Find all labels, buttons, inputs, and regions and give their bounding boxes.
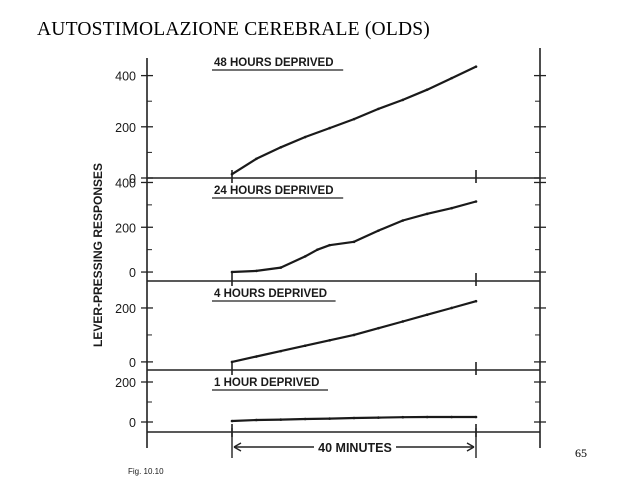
frame bbox=[146, 48, 541, 448]
data-point bbox=[255, 418, 258, 422]
y-tick-label: 0 bbox=[129, 266, 136, 280]
y-tick-label: 200 bbox=[115, 221, 136, 235]
data-point bbox=[450, 415, 453, 419]
data-point bbox=[230, 360, 234, 364]
bracket-left-arrow bbox=[233, 442, 242, 452]
data-point bbox=[425, 313, 429, 317]
data-point bbox=[377, 416, 380, 419]
data-point bbox=[328, 243, 331, 247]
data-point bbox=[474, 65, 478, 68]
panel-2: 0 200 400 24 HOURS DEPRIVED bbox=[115, 176, 546, 286]
panel-title: 24 HOURS DEPRIVED bbox=[214, 185, 334, 197]
bracket-right-arrow bbox=[466, 442, 475, 452]
data-point bbox=[303, 417, 307, 421]
cumulative-record-line bbox=[230, 300, 478, 363]
y-axis-label: LEVER-PRESSING RESPONSES bbox=[91, 163, 105, 347]
data-point bbox=[279, 418, 283, 421]
data-point bbox=[377, 326, 380, 330]
page-number: 65 bbox=[575, 446, 587, 460]
data-point bbox=[401, 415, 405, 419]
data-point bbox=[401, 98, 405, 102]
y-tick-label: 200 bbox=[115, 376, 136, 390]
time-bracket bbox=[231, 428, 477, 458]
data-point bbox=[303, 135, 307, 139]
data-point bbox=[230, 419, 234, 423]
data-point bbox=[377, 107, 380, 111]
figure-caption: Fig. 10.10 bbox=[128, 467, 164, 476]
data-point bbox=[230, 172, 234, 176]
data-point bbox=[328, 339, 331, 342]
data-point bbox=[352, 333, 356, 337]
data-point bbox=[279, 266, 283, 269]
data-point bbox=[377, 229, 380, 232]
panel-title: 1 HOUR DEPRIVED bbox=[214, 377, 319, 389]
data-point bbox=[279, 349, 283, 353]
panel-1: 0 200 400 48 HOURS DEPRIVED bbox=[115, 57, 546, 186]
slide-title: AUTOSTIMOLAZIONE CEREBRALE (OLDS) bbox=[37, 19, 430, 40]
data-point bbox=[279, 145, 283, 149]
y-tick-label: 0 bbox=[129, 172, 136, 186]
data-point bbox=[230, 270, 234, 274]
data-point bbox=[425, 88, 429, 91]
data-point bbox=[303, 255, 307, 258]
data-point bbox=[352, 240, 356, 244]
panel-3: 0 200 4 HOURS DEPRIVED bbox=[115, 288, 546, 375]
data-point bbox=[401, 219, 405, 222]
data-point bbox=[450, 206, 453, 210]
y-tick-label: 0 bbox=[129, 416, 136, 430]
data-point bbox=[352, 416, 356, 420]
data-point bbox=[474, 415, 478, 419]
data-point bbox=[328, 126, 331, 130]
data-point bbox=[425, 415, 429, 419]
data-point bbox=[316, 248, 319, 251]
cumulative-record-line bbox=[230, 200, 478, 274]
data-point bbox=[255, 355, 258, 358]
data-point bbox=[450, 76, 453, 80]
data-point bbox=[255, 157, 258, 161]
panel-title: 4 HOURS DEPRIVED bbox=[214, 288, 327, 300]
y-tick-label: 200 bbox=[115, 121, 136, 135]
panel-title: 48 HOURS DEPRIVED bbox=[214, 57, 334, 69]
x-axis-label: 40 MINUTES bbox=[318, 441, 392, 455]
y-tick-label: 0 bbox=[129, 356, 136, 370]
panels-layer: 0 200 400 48 HOURS DEPRIVED 0 200 400 24 HOURS … bbox=[115, 57, 546, 437]
data-point bbox=[401, 320, 405, 323]
data-point bbox=[352, 117, 356, 121]
data-point bbox=[255, 269, 258, 273]
y-tick-label: 400 bbox=[115, 176, 136, 190]
panel-4: 0 200 1 HOUR DEPRIVED bbox=[115, 376, 546, 437]
data-point bbox=[474, 200, 478, 203]
data-point bbox=[303, 344, 307, 348]
data-point bbox=[474, 299, 478, 303]
y-tick-label: 200 bbox=[115, 302, 136, 316]
data-point bbox=[425, 212, 429, 216]
y-tick-label: 400 bbox=[115, 70, 136, 84]
data-point bbox=[450, 306, 453, 310]
data-point bbox=[328, 417, 331, 420]
